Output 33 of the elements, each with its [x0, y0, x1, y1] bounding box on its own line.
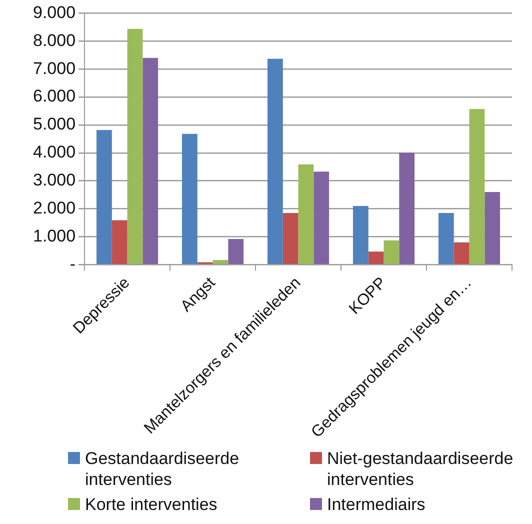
bar — [127, 28, 143, 264]
legend-label: Gestandaardiseerde interventies — [85, 448, 240, 490]
bar — [212, 260, 228, 264]
bar — [228, 238, 244, 264]
bar — [469, 109, 485, 264]
y-tick-label: 9.000 — [32, 2, 76, 22]
bar — [368, 252, 384, 264]
legend-label: Intermediairs — [327, 494, 426, 515]
bar — [438, 213, 454, 264]
bar — [314, 172, 330, 264]
legend-label: Korte interventies — [85, 494, 218, 515]
bar — [267, 58, 283, 264]
y-tick-label: 4.000 — [32, 142, 76, 162]
bar — [142, 58, 158, 264]
bar — [96, 130, 112, 264]
bar — [384, 240, 400, 264]
bar — [298, 164, 314, 264]
y-tick-label: 3.000 — [32, 170, 76, 190]
y-tick-label: 2.000 — [32, 198, 76, 218]
bar — [352, 206, 368, 264]
y-tick-label: 6.000 — [32, 86, 76, 106]
bar — [454, 242, 470, 264]
y-tick-label: - — [70, 254, 76, 274]
bar — [112, 220, 128, 264]
y-tick-label: 7.000 — [32, 58, 76, 78]
bar — [282, 213, 298, 264]
bar — [182, 134, 198, 264]
legend-label: Niet-gestandaardiseerde interventies — [327, 448, 514, 490]
y-tick-label: 5.000 — [32, 114, 76, 134]
y-tick-label: 1.000 — [32, 226, 76, 246]
bar — [399, 152, 415, 264]
y-tick-label: 8.000 — [32, 30, 76, 50]
bar — [484, 192, 500, 264]
